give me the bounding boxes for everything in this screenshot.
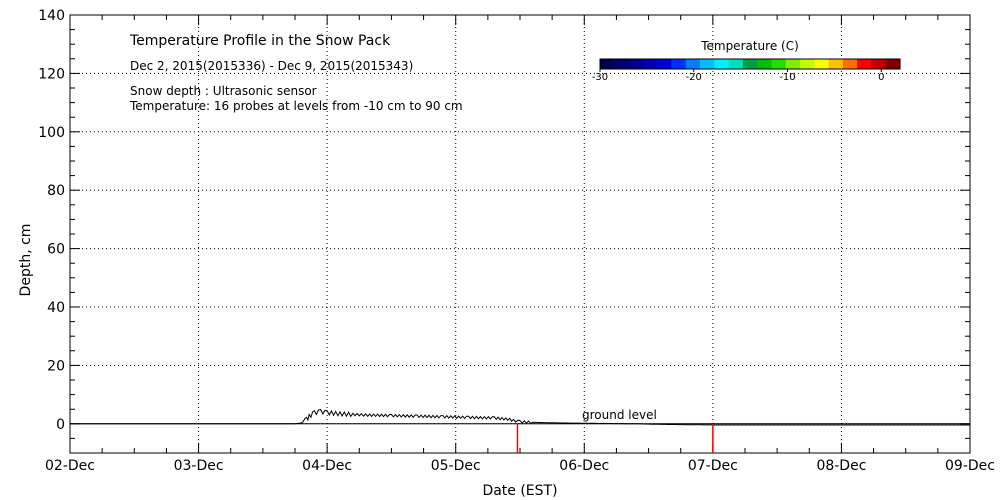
temperature-colorbar: -30 -20 -10 0 <box>592 58 901 83</box>
x-tick-labels: 02-Dec 03-Dec 04-Dec 05-Dec 06-Dec 07-Dec 08-D… <box>45 458 995 474</box>
colorbar-segment <box>742 59 758 69</box>
y-tick-label: 120 <box>38 66 65 82</box>
y-tick-label: 20 <box>47 358 65 374</box>
chart-note-2: Temperature: 16 probes at levels from -1… <box>129 99 463 113</box>
colorbar-tick-label: -20 <box>686 72 702 83</box>
x-tick-label: 03-Dec <box>174 458 224 474</box>
colorbar-segment <box>871 59 887 69</box>
colorbar-segment <box>671 59 687 69</box>
colorbar-tick-label: -30 <box>592 72 608 83</box>
colorbar-frame <box>599 58 901 70</box>
x-tick-label: 07-Dec <box>688 458 738 474</box>
y-tick-label: 0 <box>56 417 65 433</box>
x-tick-label: 02-Dec <box>45 458 95 474</box>
colorbar-segment <box>771 59 787 69</box>
x-tick-label: 05-Dec <box>431 458 481 474</box>
x-tick-label: 09-Dec <box>945 458 995 474</box>
colorbar-segment <box>785 59 801 69</box>
colorbar-segment <box>814 59 830 69</box>
chart-note-1: Snow depth : Ultrasonic sensor <box>130 84 317 98</box>
chart-subtitle: Dec 2, 2015(2015336) - Dec 9, 2015(20153… <box>130 59 413 73</box>
y-axis-title: Depth, cm <box>18 224 34 297</box>
colorbar-title: Temperature (C) <box>700 39 799 53</box>
x-tick-label: 04-Dec <box>302 458 352 474</box>
colorbar-segment <box>800 59 815 69</box>
colorbar-tick-label: -10 <box>779 72 795 83</box>
colorbar-segment <box>642 59 658 69</box>
data-series <box>70 408 970 453</box>
colorbar-segment <box>714 59 730 69</box>
colorbar-tick-label: 0 <box>878 72 884 83</box>
colorbar-segment <box>828 59 844 69</box>
colorbar-segment <box>857 59 872 69</box>
axis-ticks <box>69 14 971 454</box>
colorbar-segment <box>757 59 772 69</box>
colorbar-segment <box>657 59 672 69</box>
ground-level-label: ground level <box>582 408 657 422</box>
snow-depth-line <box>70 408 970 426</box>
grid-lines <box>70 15 970 453</box>
colorbar-segment <box>842 59 858 69</box>
x-axis-title: Date (EST) <box>482 483 557 499</box>
y-tick-label: 100 <box>38 125 65 141</box>
y-tick-label: 140 <box>38 8 65 24</box>
colorbar-segment <box>628 59 644 69</box>
x-tick-label: 06-Dec <box>559 458 609 474</box>
colorbar-segment <box>728 59 744 69</box>
plot-frame <box>69 14 971 454</box>
colorbar-segment <box>885 59 901 69</box>
colorbar-segment <box>685 59 701 69</box>
colorbar-segment <box>614 59 630 69</box>
colorbar-segment <box>600 59 615 69</box>
x-tick-label: 08-Dec <box>816 458 866 474</box>
y-tick-label: 60 <box>47 242 65 258</box>
y-tick-label: 80 <box>47 183 65 199</box>
y-tick-label: 40 <box>47 300 65 316</box>
chart-title: Temperature Profile in the Snow Pack <box>129 33 391 49</box>
y-tick-labels: 0 20 40 60 80 100 120 140 <box>38 8 65 433</box>
colorbar-segment <box>700 59 715 69</box>
